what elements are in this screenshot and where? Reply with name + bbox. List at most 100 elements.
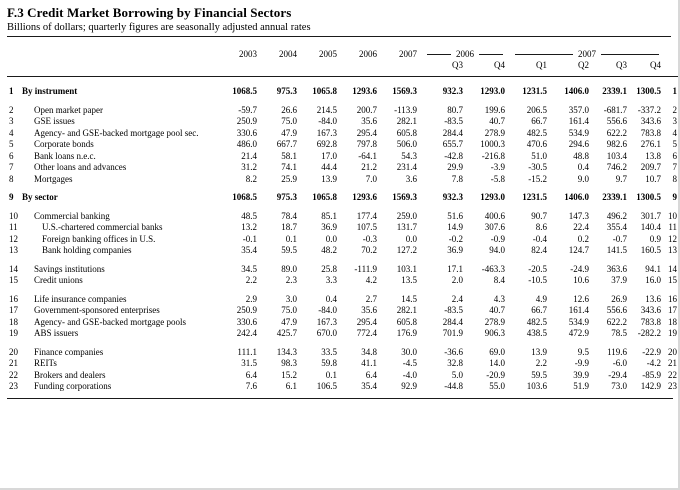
value-cell: 1000.3 [480,139,505,149]
value-cell: 48.2 [321,245,337,255]
value-cell: 55.0 [489,381,505,391]
value-cell: 670.0 [316,328,337,338]
table-row: 15 Credit unions 2.2 2.3 3.3 4.2 13.5 2.0 8.4 -10… [7,275,678,287]
value-cell: 30.0 [401,346,417,357]
value-cell: -0.3 [362,233,377,244]
value-cell: -113.9 [394,104,417,115]
value-cell: 4.9 [535,293,547,304]
value-cell: -4.2 [646,358,661,368]
value-cell: 1293.6 [352,86,377,96]
value-cell: 3.0 [285,293,297,304]
value-cell: 119.6 [607,346,627,357]
value-cell: 12.6 [573,293,589,304]
row-number-left: 14 [9,263,18,274]
value-cell: 4.2 [365,275,377,285]
value-cell: -5.8 [490,173,505,184]
value-cell: 29.9 [447,162,463,172]
value-cell: 41.1 [361,358,377,368]
table-row: 14 Savings institutions 34.5 89.0 25.8 -111.9… [7,257,678,276]
value-cell: 16.0 [645,275,661,285]
value-cell: -24.9 [570,263,589,274]
row-label: Government-sponsored enterprises [34,305,160,315]
page-title: F.3 Credit Market Borrowing by Financial… [7,5,292,20]
col-header-year: 2004 [279,49,297,59]
value-cell: 534.9 [568,127,589,138]
value-cell: 932.3 [442,86,463,96]
value-cell: 8.2 [245,173,257,184]
value-cell: 31.2 [241,162,257,172]
value-cell: -15.2 [528,173,547,184]
value-cell: -10.5 [528,275,547,285]
value-cell: 655.7 [442,139,463,149]
value-cell: 2.7 [365,293,377,304]
value-cell: 107.5 [356,222,377,232]
value-cell: 206.5 [526,104,547,115]
value-cell: -463.3 [481,263,505,274]
value-cell: 40.7 [489,305,505,315]
value-cell: -681.7 [603,104,627,115]
table-row: 16 Life insurance companies 2.9 3.0 0.4 2.7 14… [7,287,678,306]
value-cell: 58.1 [281,150,297,161]
row-number-left: 2 [9,104,14,115]
value-cell: 5.0 [451,369,463,380]
value-cell: 18.7 [281,222,297,232]
value-cell: 34.5 [241,263,257,274]
value-cell: 54.3 [401,150,417,161]
value-cell: 0.1 [285,233,297,244]
value-cell: 622.2 [606,316,627,327]
value-cell: 2.4 [451,293,463,304]
value-cell: 357.0 [568,104,589,115]
value-cell: 8.4 [493,275,505,285]
value-cell: 6.4 [365,369,377,380]
value-cell: 231.4 [396,162,417,172]
group-rule-right [479,53,503,55]
value-cell: 486.0 [236,139,257,149]
value-cell: -216.8 [481,150,505,161]
value-cell: 161.4 [568,116,589,126]
value-cell: 13.8 [645,150,661,161]
value-cell: 69.0 [489,346,505,357]
value-cell: 1065.8 [312,86,337,96]
value-cell: 51.0 [531,150,547,161]
value-cell: 47.9 [281,127,297,138]
value-cell: 78.4 [281,210,297,221]
page-subtitle: Billions of dollars; quarterly figures a… [7,22,671,37]
value-cell: 556.6 [606,116,627,126]
value-cell: 7.6 [245,381,257,391]
table-row: 7 Other loans and advances 31.2 74.1 44.4 21.… [7,162,678,174]
value-cell: 199.6 [484,104,505,115]
value-cell: 2.9 [245,293,257,304]
col-header-year: 2003 [239,49,257,59]
value-cell: 59.5 [281,245,297,255]
quarter-group-2007: 2007 [507,39,663,59]
row-label: Agency- and GSE-backed mortgage pools [34,316,186,327]
value-cell: 176.9 [396,328,417,338]
value-cell: 556.6 [606,305,627,315]
value-cell: 438.5 [526,328,547,338]
value-cell: 363.6 [606,263,627,274]
value-cell: 37.9 [611,275,627,285]
value-cell: 6.4 [245,369,257,380]
quarter-group-2006: 2006 [419,39,507,59]
row-label: REITs [34,358,57,368]
table-row: 17 Government-sponsored enterprises 250.9 7… [7,305,678,317]
table-row: 4 Agency- and GSE-backed mortgage pool se… [7,128,678,140]
value-cell: -0.2 [448,233,463,244]
col-header-quarter: Q3 [616,60,627,70]
value-cell: -36.6 [444,346,463,357]
value-cell: 982.6 [606,139,627,149]
group-rule-right [601,53,659,55]
value-cell: 26.6 [281,104,297,115]
value-cell: 177.4 [356,210,377,221]
table-row: 12 Foreign banking offices in U.S. -0.1 0.1… [7,234,678,246]
row-label: Open market paper [34,104,103,115]
value-cell: 141.5 [606,245,627,255]
value-cell: 301.7 [640,210,661,221]
value-cell: 330.6 [236,316,257,327]
value-cell: -0.7 [612,233,627,244]
value-cell: 701.9 [442,328,463,338]
value-cell: -6.0 [612,358,627,368]
value-cell: 1231.5 [522,192,547,202]
value-cell: 259.0 [396,210,417,221]
